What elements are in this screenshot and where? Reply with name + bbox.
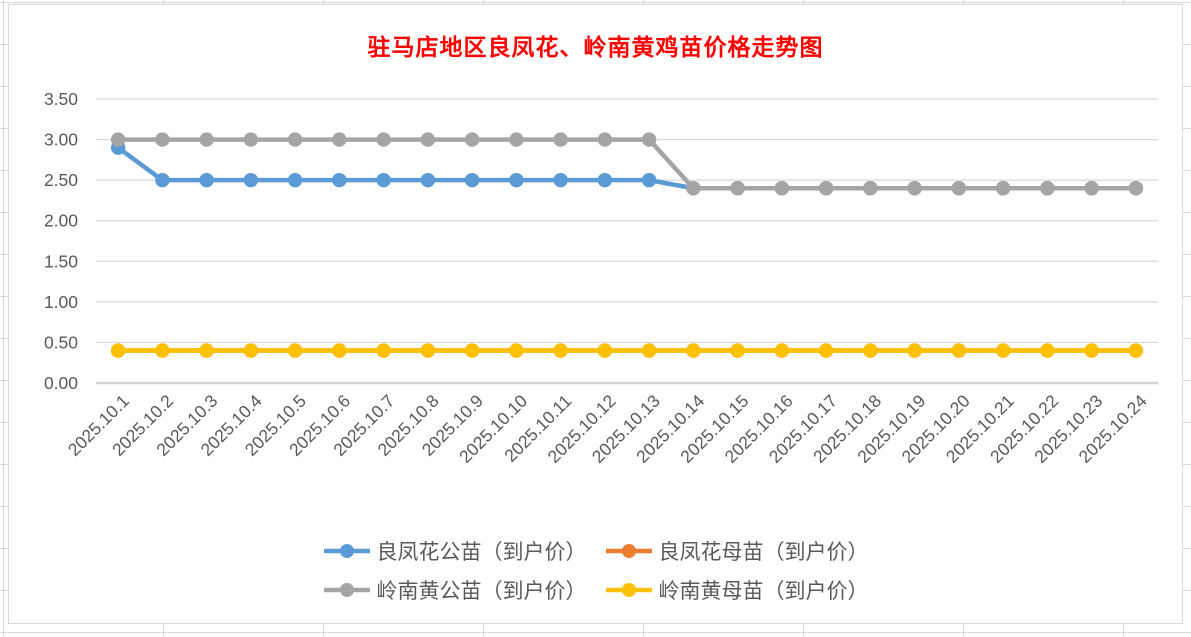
data-point: [155, 172, 170, 188]
data-point: [818, 343, 834, 358]
data-point: [332, 172, 347, 188]
data-point: [774, 343, 790, 358]
y-tick-label: 0.00: [44, 373, 78, 393]
data-point: [1084, 343, 1099, 358]
data-point: [332, 343, 347, 358]
chart-object[interactable]: [8, 4, 1183, 624]
legend-item-label: 良凤花母苗（到户价）: [658, 540, 869, 564]
data-point: [863, 343, 878, 358]
data-point: [243, 343, 259, 358]
data-point: [155, 132, 170, 147]
legend-marker-icon: [323, 583, 370, 597]
data-point: [863, 181, 878, 196]
data-point: [110, 132, 126, 147]
data-point: [420, 132, 436, 147]
legend-marker-icon: [323, 544, 370, 558]
data-point: [287, 132, 303, 147]
y-tick-label: 0.50: [44, 332, 78, 352]
legend-row: 良凤花公苗（到户价） 良凤花母苗（到户价）: [323, 536, 869, 566]
data-point: [243, 172, 259, 188]
data-point: [509, 132, 524, 147]
legend-item[interactable]: 良凤花公苗（到户价）: [323, 536, 587, 566]
data-point: [1128, 343, 1144, 358]
data-point: [907, 343, 922, 358]
data-point: [641, 172, 657, 188]
y-tick-label: 2.50: [44, 170, 78, 190]
legend-item[interactable]: 岭南黄公苗（到户价）: [323, 575, 587, 605]
legend-item[interactable]: 良凤花母苗（到户价）: [605, 536, 869, 566]
data-point: [1084, 181, 1099, 196]
y-tick-label: 1.00: [44, 292, 78, 312]
legend-row: 岭南黄公苗（到户价） 岭南黄母苗（到户价）: [323, 575, 869, 605]
data-point: [730, 181, 745, 196]
data-point: [951, 343, 967, 358]
data-point: [553, 172, 568, 188]
data-point: [464, 172, 480, 188]
data-point: [155, 343, 170, 358]
series-line: [118, 137, 1136, 191]
data-point: [376, 132, 391, 147]
data-point: [774, 181, 790, 196]
data-point: [464, 132, 480, 147]
legend-item-label: 岭南黄公苗（到户价）: [376, 579, 587, 603]
data-point: [464, 343, 480, 358]
y-tick-label: 3.50: [44, 89, 78, 109]
data-point: [199, 132, 214, 147]
data-point: [641, 343, 657, 358]
legend-item-label: 岭南黄母苗（到户价）: [658, 579, 869, 603]
data-point: [420, 172, 436, 188]
data-point: [199, 343, 214, 358]
data-point: [818, 181, 834, 196]
data-point: [553, 343, 568, 358]
data-point: [995, 343, 1011, 358]
data-point: [553, 132, 568, 147]
series-line: [116, 145, 1136, 191]
data-point: [376, 172, 391, 188]
y-tick-label: 1.50: [44, 251, 78, 271]
chart-title: 驻马店地区良凤花、岭南黄鸡苗价格走势图: [367, 35, 824, 60]
legend-item[interactable]: 岭南黄母苗（到户价）: [605, 575, 869, 605]
data-point: [243, 132, 259, 147]
data-point: [287, 172, 303, 188]
y-tick-label: 2.00: [44, 211, 78, 231]
legend-marker-icon: [605, 544, 652, 558]
data-point: [597, 132, 613, 147]
legend-marker-icon: [605, 583, 652, 597]
data-point: [641, 132, 657, 147]
data-point: [110, 343, 126, 358]
data-point: [951, 181, 967, 196]
data-point: [597, 172, 613, 188]
data-point: [1040, 181, 1055, 196]
legend-item-label: 良凤花公苗（到户价）: [376, 540, 587, 564]
data-point: [686, 181, 701, 196]
data-point: [995, 181, 1011, 196]
data-point: [597, 343, 613, 358]
data-point: [332, 132, 347, 147]
data-point: [907, 181, 922, 196]
data-point: [287, 343, 303, 358]
data-point: [509, 343, 524, 358]
data-point: [376, 343, 391, 358]
data-point: [1128, 181, 1144, 196]
y-tick-label: 3.00: [44, 130, 78, 150]
data-point: [686, 343, 701, 358]
chart-legend: 良凤花公苗（到户价） 良凤花母苗（到户价） 岭南黄公苗（到户价） 岭南黄母苗（到户价）: [0, 536, 1191, 605]
data-point: [730, 343, 745, 358]
data-point: [509, 172, 524, 188]
data-point: [420, 343, 436, 358]
data-point: [1040, 343, 1055, 358]
data-point: [199, 172, 214, 188]
